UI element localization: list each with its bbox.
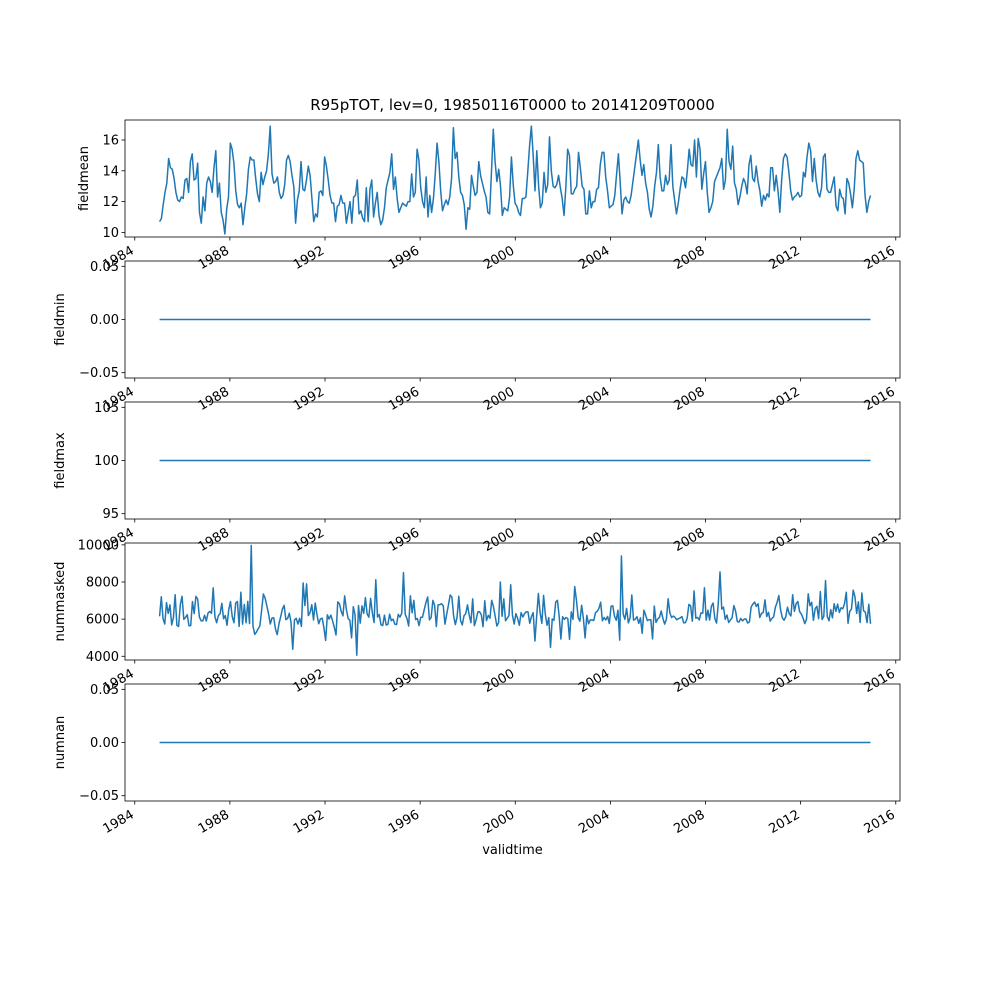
y-axis-label: fieldmax	[53, 432, 68, 489]
y-tick-label: 4000	[86, 650, 119, 665]
y-tick-label: 0.05	[90, 683, 119, 698]
y-axis-label: fieldmin	[53, 293, 68, 346]
y-tick-label: 16	[102, 134, 119, 149]
y-axis-label: numnan	[53, 716, 68, 770]
y-tick-label: 0.05	[90, 260, 119, 275]
chart-title: R95pTOT, lev=0, 19850116T0000 to 2014120…	[310, 96, 715, 114]
y-tick-label: 105	[94, 401, 119, 416]
y-tick-label: 0.00	[90, 313, 119, 328]
y-tick-label: −0.05	[79, 789, 119, 804]
y-tick-label: 10000	[78, 538, 119, 553]
axes-frame	[124, 119, 901, 238]
y-tick-label: 8000	[86, 576, 119, 591]
y-tick-label: 0.00	[90, 736, 119, 751]
y-tick-label: 10	[102, 226, 119, 241]
y-tick-label: 6000	[86, 613, 119, 628]
y-tick-label: 95	[102, 507, 119, 522]
axes-frame	[124, 542, 901, 661]
y-axis-label: nummasked	[53, 562, 68, 642]
series-line-nummasked	[158, 544, 872, 656]
y-tick-label: 100	[94, 454, 119, 469]
y-tick-label: 14	[102, 164, 119, 179]
y-tick-label: −0.05	[79, 366, 119, 381]
series-line-fieldmean	[158, 125, 872, 235]
y-axis-label: fieldmean	[77, 146, 92, 211]
y-tick-label: 12	[102, 195, 119, 210]
x-axis-label: validtime	[482, 843, 543, 858]
